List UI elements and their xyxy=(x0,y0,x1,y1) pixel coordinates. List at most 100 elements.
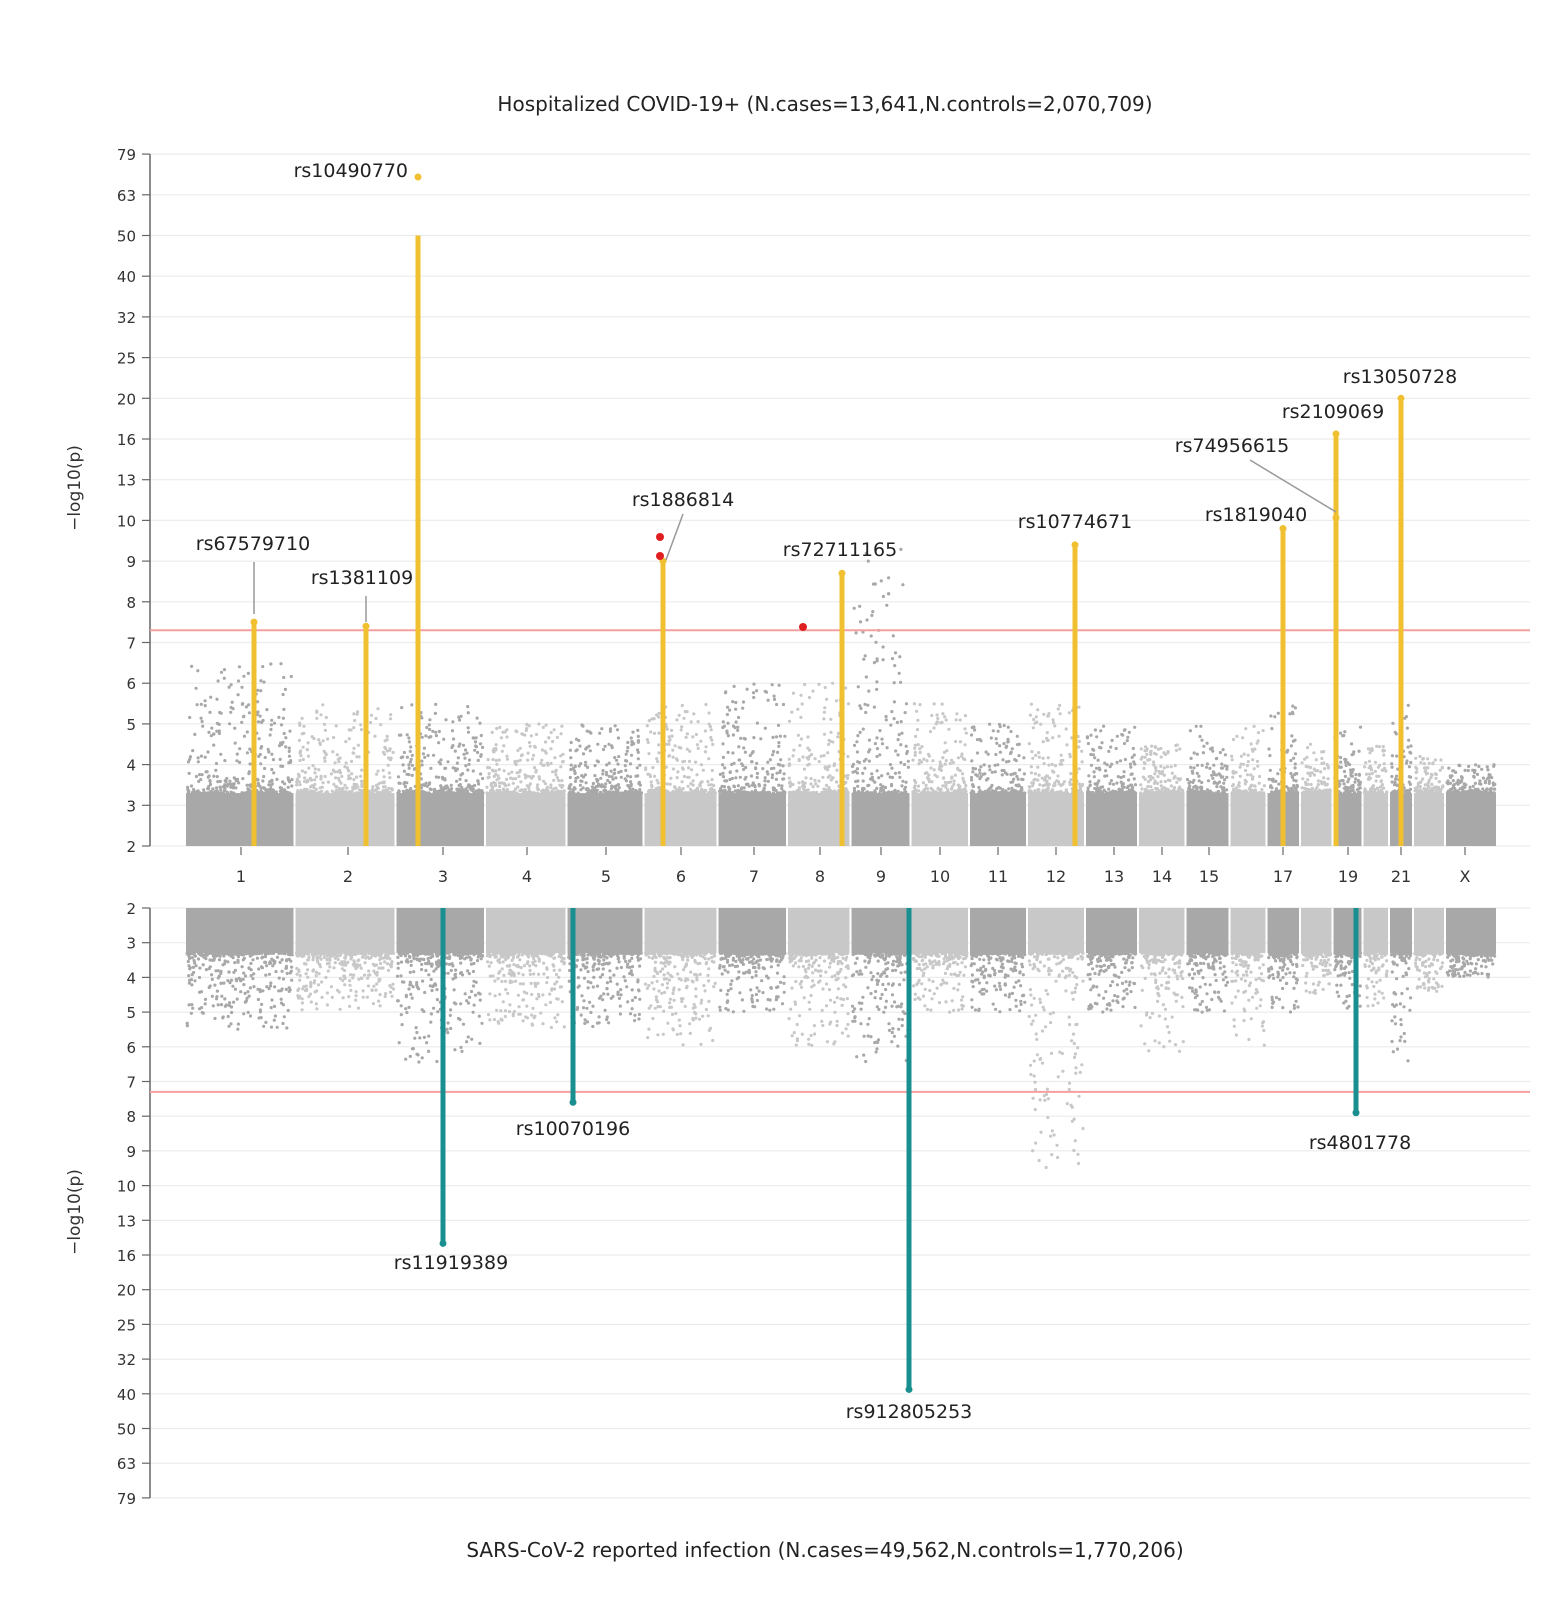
top-snp-point xyxy=(1391,780,1394,783)
top-snp-point xyxy=(574,787,577,790)
top-snp-point xyxy=(795,791,798,794)
top-snp-point xyxy=(731,700,734,703)
top-snp-point xyxy=(212,744,215,747)
top-snp-point xyxy=(345,787,348,790)
bottom-axis-tick-label: 16 xyxy=(117,1247,136,1265)
top-snp-point xyxy=(1042,740,1045,743)
top-snp-point xyxy=(656,760,659,763)
bottom-snp-point xyxy=(349,973,352,976)
bottom-snp-point xyxy=(281,970,284,973)
top-snp-point xyxy=(549,747,552,750)
top-snp-point xyxy=(863,703,866,706)
top-snp-point xyxy=(356,785,359,788)
top-snp-point xyxy=(1371,749,1374,752)
top-snp-point xyxy=(437,741,440,744)
top-snp-point xyxy=(1339,756,1342,759)
top-snp-point xyxy=(1210,774,1213,777)
top-snp-point xyxy=(719,787,722,790)
top-snp-point xyxy=(696,743,699,746)
top-snp-point xyxy=(515,730,518,733)
top-snp-point xyxy=(854,770,857,773)
top-snp-point xyxy=(978,777,981,780)
top-snp-point xyxy=(283,732,286,735)
top-snp-point xyxy=(1000,790,1003,793)
top-snp-point xyxy=(1232,788,1235,791)
top-snp-point xyxy=(798,744,801,747)
top-snp-point xyxy=(1390,762,1393,765)
bottom-axis-tick-label: 3 xyxy=(126,935,136,953)
top-snp-point xyxy=(1152,763,1155,766)
top-snp-point xyxy=(1312,751,1315,754)
top-snp-point xyxy=(761,767,764,770)
top-snp-point xyxy=(852,791,855,794)
bottom-snp-point xyxy=(200,953,203,956)
top-snp-point xyxy=(229,711,232,714)
top-snp-point xyxy=(1230,755,1233,758)
top-snp-point xyxy=(350,760,353,763)
top-snp-point xyxy=(899,681,902,684)
top-snp-point xyxy=(1117,775,1120,778)
top-snp-point xyxy=(525,723,528,726)
top-snp-point xyxy=(752,736,755,739)
top-snp-point xyxy=(389,717,392,720)
top-snp-point xyxy=(697,720,700,723)
top-snp-point xyxy=(237,693,240,696)
top-chromosome-band xyxy=(296,793,395,846)
top-snp-point xyxy=(486,766,489,769)
top-snp-point xyxy=(1121,788,1124,791)
top-snp-point xyxy=(1371,786,1374,789)
top-snp-point xyxy=(1042,713,1045,716)
top-snp-point xyxy=(721,742,724,745)
bottom-snp-point xyxy=(188,955,191,958)
top-snp-point xyxy=(1260,792,1263,795)
top-snp-point xyxy=(450,784,453,787)
top-snp-point xyxy=(336,753,339,756)
bottom-snp-point xyxy=(273,1005,276,1008)
top-snp-point xyxy=(779,758,782,761)
top-snp-point xyxy=(534,746,537,749)
top-snp-point xyxy=(1322,776,1325,779)
bottom-snp-point xyxy=(335,952,338,955)
top-snp-point xyxy=(314,767,317,770)
top-snp-point xyxy=(473,749,476,752)
top-snp-point xyxy=(698,783,701,786)
top-snp-point xyxy=(953,780,956,783)
top-axis-tick-label: 40 xyxy=(117,268,136,286)
top-snp-point xyxy=(944,763,947,766)
top-snp-point xyxy=(1460,780,1463,783)
top-snp-point xyxy=(813,779,816,782)
bottom-snp-point xyxy=(379,1004,382,1007)
bottom-snp-point xyxy=(315,974,318,977)
top-snp-point xyxy=(725,779,728,782)
top-snp-point xyxy=(1160,784,1163,787)
top-snp-point xyxy=(999,751,1002,754)
top-snp-point xyxy=(806,735,809,738)
top-snp-point xyxy=(773,695,776,698)
top-snp-point xyxy=(870,614,873,617)
top-snp-point xyxy=(799,694,802,697)
top-snp-point xyxy=(925,771,928,774)
top-snp-point xyxy=(649,775,652,778)
top-snp-point xyxy=(873,706,876,709)
bottom-snp-point xyxy=(224,1005,227,1008)
top-snp-point xyxy=(750,774,753,777)
bottom-snp-point xyxy=(315,1002,318,1005)
top-snp-point xyxy=(563,789,566,792)
top-snp-point xyxy=(1154,746,1157,749)
top-snp-point xyxy=(405,791,408,794)
bottom-snp-point xyxy=(362,989,365,992)
top-snp-point xyxy=(1149,785,1152,788)
top-snp-point xyxy=(1052,718,1055,721)
bottom-snp-point xyxy=(268,973,271,976)
top-snp-point xyxy=(775,778,778,781)
top-snp-point xyxy=(284,688,287,691)
bottom-snp-point xyxy=(342,996,345,999)
top-snp-point xyxy=(742,746,745,749)
top-snp-point xyxy=(630,740,633,743)
top-snp-point xyxy=(387,764,390,767)
top-snp-point xyxy=(944,786,947,789)
top-snp-point xyxy=(516,749,519,752)
top-snp-point xyxy=(379,723,382,726)
top-snp-point xyxy=(810,753,813,756)
top-snp-point xyxy=(299,754,302,757)
